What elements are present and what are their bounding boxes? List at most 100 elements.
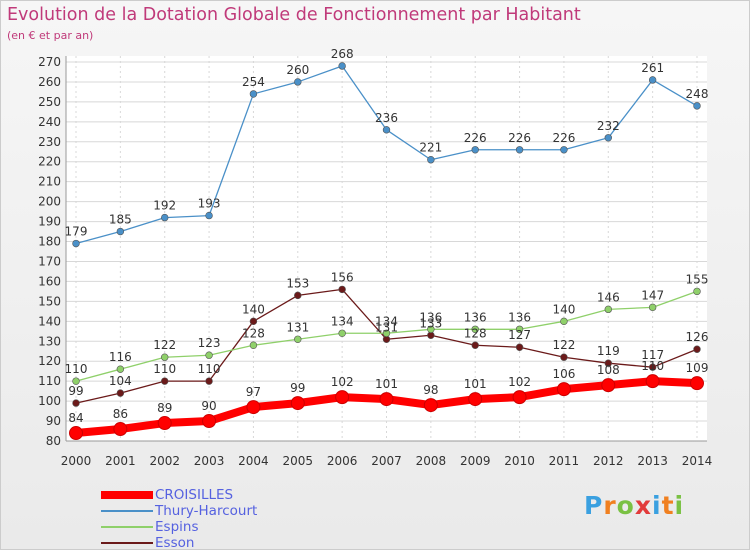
data-label-thury-harcourt: 232 <box>597 119 620 133</box>
data-point-esson <box>648 363 657 371</box>
data-label-espins: 116 <box>109 350 132 364</box>
data-label-esson: 99 <box>68 384 83 398</box>
x-tick-label: 2014 <box>682 454 713 468</box>
data-point-esson <box>604 359 612 367</box>
data-label-espins: 128 <box>242 326 265 340</box>
data-point-esson <box>116 389 125 397</box>
data-point-croisilles <box>556 382 571 397</box>
y-tick-label: 130 <box>38 334 61 348</box>
data-point-esson <box>205 377 213 385</box>
data-label-thury-harcourt: 236 <box>375 111 398 125</box>
axis-layer: 8090100110120130140150160170180190200210… <box>38 55 712 468</box>
data-point-croisilles <box>113 422 128 437</box>
data-point-croisilles <box>157 416 172 431</box>
logo-letter: o <box>616 491 635 520</box>
data-point-croisilles <box>690 376 704 391</box>
data-point-thury-harcourt <box>294 78 302 86</box>
legend-entry: Espins <box>101 519 361 535</box>
data-point-thury-harcourt <box>382 126 391 134</box>
data-point-espins <box>161 353 169 361</box>
data-label-croisilles: 108 <box>597 363 620 377</box>
data-label-espins: 146 <box>597 290 620 304</box>
data-label-esson: 104 <box>109 374 132 388</box>
data-label-thury-harcourt: 226 <box>552 131 575 145</box>
y-tick-label: 240 <box>38 115 61 129</box>
data-point-espins <box>72 377 80 385</box>
data-point-espins <box>338 329 346 337</box>
y-tick-label: 90 <box>46 414 61 428</box>
data-point-croisilles <box>512 390 527 405</box>
legend-entry: Esson <box>101 535 361 551</box>
data-label-thury-harcourt: 268 <box>331 47 354 61</box>
data-label-croisilles: 109 <box>686 361 709 375</box>
x-tick-label: 2012 <box>593 454 624 468</box>
data-point-thury-harcourt <box>471 146 479 154</box>
legend-swatch <box>101 526 153 528</box>
legend-entry: Thury-Harcourt <box>101 503 361 519</box>
data-label-espins: 134 <box>331 314 354 328</box>
x-tick-label: 2003 <box>194 454 225 468</box>
y-tick-label: 200 <box>38 195 61 209</box>
data-label-esson: 117 <box>641 348 664 362</box>
data-point-thury-harcourt <box>693 102 701 110</box>
data-point-croisilles <box>202 414 217 429</box>
data-point-croisilles <box>69 426 83 441</box>
y-tick-label: 170 <box>38 254 61 268</box>
data-point-espins <box>515 325 524 333</box>
data-point-croisilles <box>645 374 660 389</box>
data-point-espins <box>693 287 701 296</box>
legend-label: Thury-Harcourt <box>155 503 258 519</box>
x-tick-label: 2008 <box>416 454 447 468</box>
y-tick-label: 260 <box>38 75 61 89</box>
data-point-espins <box>604 305 612 314</box>
data-point-esson <box>693 345 701 353</box>
series-layer <box>69 62 704 441</box>
data-point-espins <box>116 365 125 373</box>
data-label-thury-harcourt: 261 <box>641 61 664 75</box>
y-tick-label: 210 <box>38 175 61 189</box>
data-label-esson: 156 <box>331 270 354 284</box>
data-label-espins: 147 <box>641 288 664 302</box>
legend-swatch <box>101 542 153 544</box>
data-point-thury-harcourt <box>338 62 346 70</box>
data-label-esson: 133 <box>419 316 442 330</box>
x-tick-label: 2013 <box>637 454 668 468</box>
data-label-esson: 128 <box>464 326 487 340</box>
logo-letter: r <box>603 491 617 520</box>
data-point-thury-harcourt <box>648 76 657 84</box>
grid-layer <box>66 56 707 442</box>
data-label-croisilles: 99 <box>290 381 305 395</box>
data-label-esson: 110 <box>153 362 176 376</box>
legend-swatch <box>101 491 153 499</box>
y-tick-label: 140 <box>38 314 61 328</box>
y-tick-label: 160 <box>38 274 61 288</box>
logo-letter: x <box>634 491 652 520</box>
data-point-espins <box>471 325 479 333</box>
y-tick-label: 120 <box>38 354 61 368</box>
data-point-esson <box>515 343 524 351</box>
data-label-layer: 99 104 110 110 140 153 156 131 133 128 127 122 119 11… <box>65 47 709 425</box>
logo-letter: i <box>674 491 685 520</box>
data-label-espins: 122 <box>153 338 176 352</box>
data-label-espins: 136 <box>508 310 531 324</box>
y-tick-label: 110 <box>38 374 61 388</box>
data-label-croisilles: 110 <box>641 359 664 373</box>
y-tick-label: 230 <box>38 135 61 149</box>
data-label-espins: 140 <box>552 302 575 316</box>
x-tick-label: 2004 <box>238 454 269 468</box>
legend-label: Espins <box>155 519 199 535</box>
y-tick-label: 100 <box>38 394 61 408</box>
data-label-croisilles: 98 <box>423 383 438 397</box>
data-point-esson <box>338 285 346 294</box>
data-point-croisilles <box>290 396 305 411</box>
data-label-esson: 126 <box>686 330 709 344</box>
data-point-thury-harcourt <box>560 146 568 154</box>
y-tick-label: 220 <box>38 155 61 169</box>
data-label-thury-harcourt: 260 <box>286 63 309 77</box>
data-point-esson <box>72 399 80 407</box>
data-point-thury-harcourt <box>427 156 435 164</box>
y-tick-label: 270 <box>38 55 61 69</box>
x-tick-label: 2010 <box>504 454 535 468</box>
data-point-croisilles <box>601 378 616 393</box>
data-point-espins <box>560 317 568 326</box>
